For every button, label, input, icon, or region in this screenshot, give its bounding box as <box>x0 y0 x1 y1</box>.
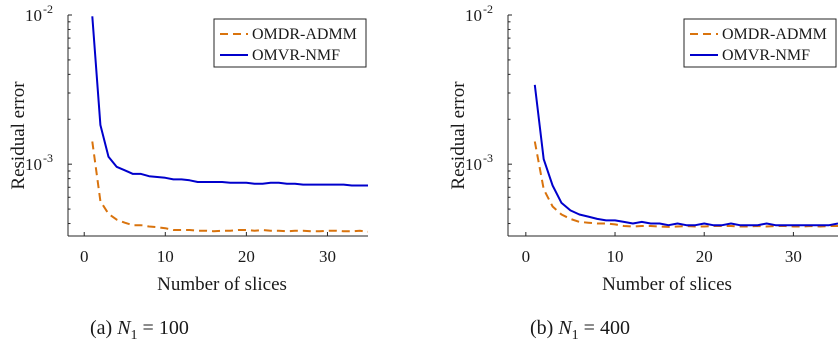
y-tick-label: 10 <box>25 155 42 174</box>
legend-box <box>683 18 837 68</box>
y-tick-label: 10 <box>465 6 482 25</box>
caption-label: (b) <box>530 317 558 339</box>
y-tick-exponent: -2 <box>483 2 493 16</box>
y-tick-base: 10 <box>25 155 42 174</box>
y-tick-exponent: -3 <box>43 151 53 165</box>
y-tick-label: 10 <box>25 6 42 25</box>
series-line-omdr-admm <box>91 141 368 233</box>
legend-box <box>213 18 367 68</box>
y-tick-exponent: -3 <box>483 151 493 165</box>
x-tick-label: 10 <box>157 247 174 266</box>
x-tick-label: 30 <box>785 247 802 266</box>
caption-value: = 400 <box>579 317 630 339</box>
legend-entry: OMVR-NMF <box>722 47 810 64</box>
y-tick-exponent: -2 <box>43 2 53 16</box>
caption-subscript: 1 <box>131 328 138 343</box>
x-tick-label: 20 <box>238 247 255 266</box>
x-tick-label: 0 <box>80 247 89 266</box>
caption-subscript: 1 <box>572 328 579 343</box>
series-line-omdr-admm <box>533 141 838 228</box>
y-tick-base: 10 <box>465 155 482 174</box>
legend-entry: OMVR-NMF <box>252 47 340 64</box>
y-tick-base: 10 <box>25 6 42 25</box>
subfigure-caption: (b) N1 = 400 <box>530 317 630 343</box>
legend-entry: OMDR-ADMM <box>252 26 357 43</box>
caption-label: (a) <box>90 317 117 339</box>
x-axis-label: Number of slices <box>602 274 732 295</box>
y-axis-label: Residual error <box>8 81 29 190</box>
y-tick-base: 10 <box>465 6 482 25</box>
caption-variable: N <box>116 317 132 339</box>
x-axis-label: Number of slices <box>157 274 287 295</box>
caption-variable: N <box>557 317 573 339</box>
legend-entry: OMDR-ADMM <box>722 26 827 43</box>
y-axis-label: Residual error <box>448 81 469 190</box>
x-tick-label: 20 <box>696 247 713 266</box>
legend: OMDR-ADMM OMVR-NMF <box>213 18 367 68</box>
y-tick-label: 10 <box>465 155 482 174</box>
x-tick-label: 30 <box>319 247 336 266</box>
caption-value: = 100 <box>138 317 189 339</box>
series-line-omvr-nmf <box>91 16 368 187</box>
legend: OMDR-ADMM OMVR-NMF <box>683 18 837 68</box>
series-line-omvr-nmf <box>533 84 838 227</box>
x-tick-label: 0 <box>522 247 531 266</box>
subfigure-caption: (a) N1 = 100 <box>90 317 189 343</box>
x-tick-label: 10 <box>607 247 624 266</box>
